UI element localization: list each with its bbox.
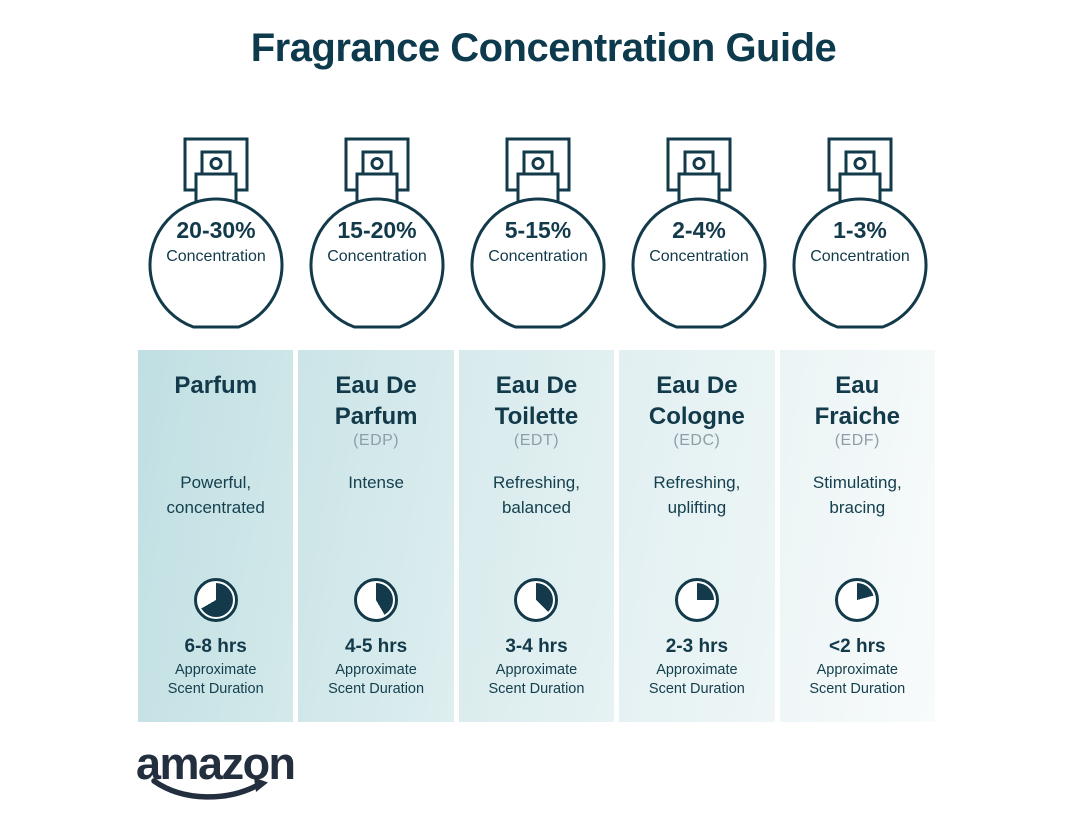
duration-value: 4-5 hrs — [344, 636, 408, 657]
clock-pie-icon — [674, 578, 719, 622]
duration-label: Approximate Scent Duration — [809, 662, 906, 697]
perfume-spray-bottle-icon: 15-20% Concentration — [309, 137, 445, 329]
column-eau-de-cologne: Eau De Cologne (EDC) Refreshing, uplifti… — [619, 350, 775, 722]
column-abbr: (EDT) — [513, 432, 560, 449]
column-abbr: (EDC) — [673, 432, 721, 449]
duration-icon-wrap — [674, 578, 719, 622]
bottle-figure: 20-30% Concentration — [138, 137, 294, 337]
column-name: Eau Fraiche — [814, 372, 900, 430]
perfume-spray-bottle-icon: 5-15% Concentration — [470, 137, 606, 329]
perfume-spray-bottle-icon: 20-30% Concentration — [148, 137, 284, 329]
duration-value: <2 hrs — [829, 636, 886, 657]
perfume-spray-bottle-icon: 2-4% Concentration — [631, 137, 767, 329]
duration-label: Approximate Scent Duration — [648, 662, 745, 697]
bottle-percent-label: Concentration — [327, 248, 427, 265]
duration-icon-wrap — [835, 578, 880, 622]
duration-value: 2-3 hrs — [665, 636, 729, 657]
bottle-percent-label: Concentration — [810, 248, 910, 265]
bottle-percent: 5-15% — [505, 217, 571, 243]
column-parfum: Parfum Powerful, concentrated 6-8 hrs Ap… — [138, 350, 294, 722]
column-description: Stimulating, bracing — [812, 473, 902, 517]
column-description: Refreshing, balanced — [493, 473, 580, 517]
column-name: Eau De Parfum — [334, 372, 418, 430]
bottles-row: 20-30% Concentration 15-20% Concentratio… — [138, 137, 935, 337]
bottle-figure: 5-15% Concentration — [460, 137, 616, 337]
clock-pie-wedge — [198, 583, 233, 617]
bottle-figure: 15-20% Concentration — [299, 137, 455, 337]
bottle-figure: 2-4% Concentration — [621, 137, 777, 337]
duration-label: Approximate Scent Duration — [328, 662, 425, 697]
column-description: Intense — [348, 473, 404, 492]
column-name: Parfum — [174, 372, 258, 399]
column-description: Refreshing, uplifting — [653, 473, 741, 517]
clock-pie-icon — [835, 578, 880, 622]
duration-label: Approximate Scent Duration — [167, 662, 264, 697]
bottle-percent-label: Concentration — [488, 248, 588, 265]
amazon-smile-arrow-icon — [151, 777, 268, 800]
column-eau-de-toilette: Eau De Toilette (EDT) Refreshing, balanc… — [458, 350, 615, 722]
clock-pie-icon — [193, 578, 238, 622]
duration-label: Approximate Scent Duration — [488, 662, 585, 697]
columns-row: Parfum Powerful, concentrated 6-8 hrs Ap… — [138, 350, 935, 722]
clock-pie-wedge — [679, 583, 714, 617]
amazon-logo: amazon — [136, 738, 296, 802]
duration-icon-wrap — [514, 578, 559, 622]
duration-value: 6-8 hrs — [184, 636, 247, 657]
bottle-percent-label: Concentration — [649, 248, 749, 265]
column-name: Eau De Toilette — [494, 372, 579, 430]
column-abbr: (EDF) — [834, 432, 880, 449]
perfume-spray-bottle-icon: 1-3% Concentration — [792, 137, 928, 329]
clock-pie-wedge — [840, 583, 875, 617]
bottle-percent: 1-3% — [833, 217, 887, 243]
clock-pie-icon — [354, 578, 399, 622]
bottle-percent: 15-20% — [337, 217, 416, 243]
page-title: Fragrance Concentration Guide — [250, 26, 837, 70]
bottle-percent: 20-30% — [176, 217, 255, 243]
column-name: Eau De Cologne — [648, 372, 745, 430]
bottle-percent: 2-4% — [672, 217, 726, 243]
clock-pie-wedge — [519, 583, 554, 617]
column-eau-fraiche: Eau Fraiche (EDF) Stimulating, bracing <… — [779, 350, 935, 722]
duration-icon-wrap — [193, 578, 238, 622]
duration-value: 3-4 hrs — [505, 636, 568, 657]
duration-icon-wrap — [354, 578, 399, 622]
bottle-figure: 1-3% Concentration — [782, 137, 938, 337]
column-description: Powerful, concentrated — [166, 473, 265, 517]
column-eau-de-parfum: Eau De Parfum (EDP) Intense 4-5 hrs Appr… — [298, 350, 454, 722]
clock-pie-wedge — [359, 583, 394, 617]
amazon-logo-text: amazon — [136, 738, 296, 789]
bottle-percent-label: Concentration — [166, 248, 266, 265]
column-abbr: (EDP) — [353, 432, 400, 449]
clock-pie-icon — [514, 578, 559, 622]
